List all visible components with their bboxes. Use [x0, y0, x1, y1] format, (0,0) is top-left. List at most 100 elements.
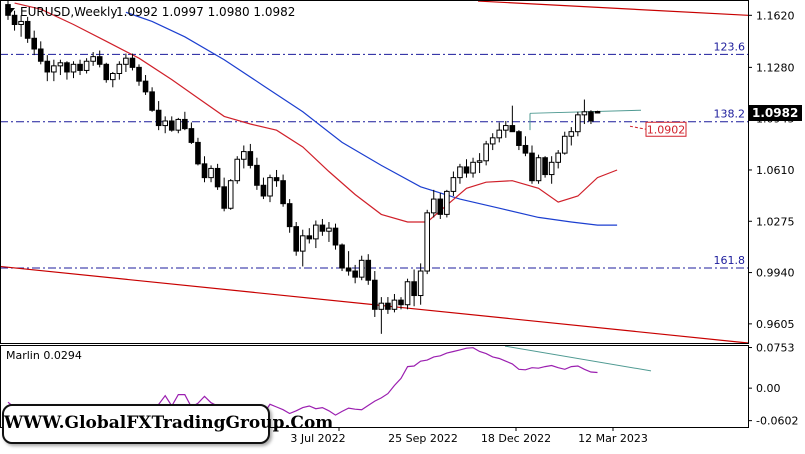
candle-bearish — [339, 244, 345, 269]
candle-bullish — [326, 227, 332, 232]
candle-bullish — [116, 63, 123, 74]
fibo-level-label: 138.2 — [714, 108, 746, 121]
candle-bearish — [188, 128, 195, 143]
candle-bearish — [103, 63, 110, 81]
price-tick-label: 1.1620 — [756, 9, 795, 22]
candle-bearish — [182, 118, 188, 130]
candle-bullish — [227, 180, 234, 209]
candle-bullish — [535, 157, 542, 182]
candle-bearish — [529, 152, 535, 182]
candle-bullish — [457, 166, 463, 179]
price-tick-label: 1.0275 — [756, 215, 795, 228]
candle-bullish — [581, 111, 588, 116]
candle-bearish — [254, 164, 260, 186]
price-pane: 123.6 138.2 161.8 1.0902 — [0, 0, 749, 344]
axes: 1.16201.12801.09451.06101.02750.99400.96… — [0, 0, 802, 445]
time-tick-label: 12 Mar 2023 — [578, 432, 648, 445]
ohlc-label: 1.0992 1.0997 1.0980 1.0982 — [116, 5, 295, 19]
candle-bearish — [509, 125, 516, 133]
candle-bearish — [293, 226, 299, 252]
candle-bullish — [313, 224, 319, 240]
candle-bullish — [241, 151, 247, 160]
candle-bearish — [319, 224, 326, 232]
candle-bearish — [11, 14, 18, 25]
moving-average-fast-line — [14, 2, 618, 223]
candle-bullish — [548, 161, 555, 176]
candle-bearish — [332, 227, 339, 246]
candle-bearish — [437, 198, 444, 215]
candle-bearish — [280, 180, 286, 205]
candle-bearish — [463, 166, 470, 174]
current-price-label: 1.0982 — [752, 106, 798, 120]
candle-bullish — [391, 299, 398, 310]
candle-bearish — [372, 279, 378, 310]
candle-bullish — [123, 57, 129, 65]
candle-bearish — [516, 131, 522, 146]
candle-bullish — [358, 259, 365, 278]
candle-bullish — [444, 190, 450, 215]
oscillator-label: Marlin 0.0294 — [6, 349, 82, 362]
target-price-box — [645, 121, 687, 137]
candle-bearish — [142, 80, 149, 93]
price-tick-label: 1.0610 — [756, 164, 795, 177]
candle-bearish — [411, 281, 417, 297]
candle-bullish — [483, 143, 489, 162]
candle-bullish — [417, 270, 424, 297]
candle-bullish — [424, 212, 430, 272]
price-pane-frame — [0, 0, 749, 344]
candle-bullish — [404, 281, 411, 306]
target-arrow-line — [629, 125, 647, 130]
candle-bearish — [398, 299, 404, 306]
candle-bullish — [430, 198, 437, 214]
fibo-level-label: 161.8 — [714, 254, 746, 267]
candle-bearish — [136, 66, 142, 82]
candle-bearish — [352, 270, 358, 278]
fibo-level-label: 123.6 — [714, 40, 746, 53]
candle-bullish — [503, 125, 509, 131]
candle-bearish — [594, 110, 601, 114]
candle-bullish — [51, 65, 57, 73]
oscillator-tick-label: 0.0753 — [756, 342, 795, 355]
candle-bullish — [57, 62, 64, 67]
candle-bullish — [70, 63, 77, 73]
time-tick-label: 18 Dec 2022 — [481, 432, 551, 445]
candle-bullish — [575, 114, 581, 133]
divergence-line-oscillator — [504, 345, 652, 372]
candle-bearish — [365, 259, 372, 281]
candle-bullish — [83, 60, 90, 71]
price-tick-label: 1.1280 — [756, 61, 795, 74]
candle-bearish — [155, 109, 162, 127]
candle-bullish — [476, 160, 483, 163]
candle-bullish — [299, 235, 306, 252]
candle-bearish — [96, 56, 103, 65]
oscillator-pane-frame — [0, 345, 749, 428]
candle-bullish — [470, 161, 476, 174]
watermark-logo: WWW.GlobalFXTradingGroup.Com — [2, 404, 333, 444]
candle-bearish — [522, 144, 529, 154]
candle-bearish — [214, 167, 221, 188]
price-tick-label: 0.9605 — [756, 318, 795, 331]
candle-bullish — [561, 135, 568, 154]
candle-bearish — [44, 60, 51, 73]
candle-bearish — [385, 302, 391, 310]
symbol-label: EURUSD,Weekly — [20, 5, 117, 19]
candle-bullish — [378, 302, 385, 310]
candle-bullish — [267, 177, 273, 197]
candle-bullish — [568, 131, 575, 137]
candle-bearish — [588, 111, 594, 122]
candle-bearish — [31, 37, 37, 50]
candle-bullish — [555, 152, 562, 163]
candle-bullish — [208, 167, 214, 179]
candle-bearish — [286, 203, 293, 228]
candle-bullish — [489, 137, 496, 145]
candle-bearish — [195, 141, 201, 165]
candle-bullish — [90, 56, 96, 62]
candle-bullish — [496, 129, 503, 139]
candle-bearish — [345, 267, 352, 272]
candle-bearish — [201, 163, 208, 179]
candle-bearish — [77, 63, 83, 71]
candle-bearish — [24, 20, 31, 39]
oscillator-tick-label: -0.0602 — [756, 415, 798, 428]
candle-bearish — [37, 48, 44, 62]
